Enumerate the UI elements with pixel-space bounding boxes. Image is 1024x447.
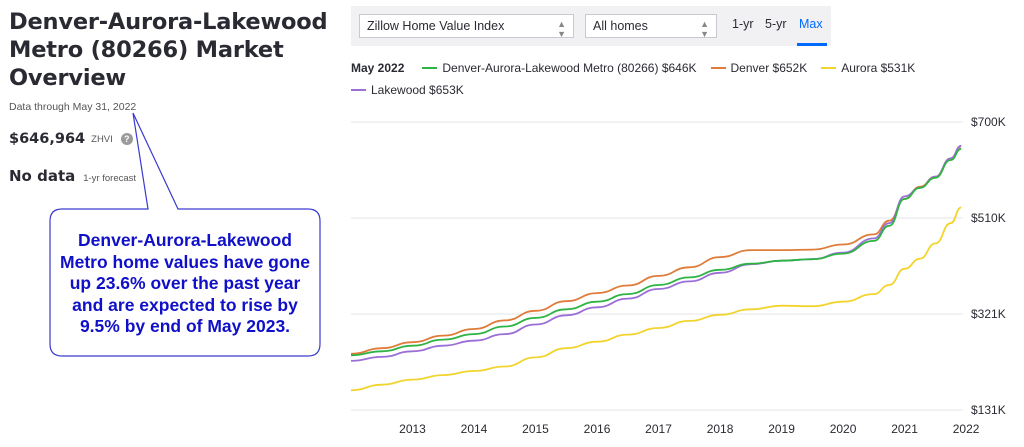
zhvi-label: ZHVI bbox=[91, 133, 113, 145]
forecast-label: 1-yr forecast bbox=[83, 173, 137, 184]
chevron-down-icon: ▲ ▼ bbox=[700, 19, 709, 39]
y-tick-label: $510K bbox=[971, 211, 1006, 225]
y-tick-label: $321K bbox=[971, 307, 1006, 321]
zhvi-value-row: $646,964 ZHVI ? bbox=[9, 131, 133, 147]
legend-date: May 2022 bbox=[351, 61, 405, 75]
forecast-row: No data 1-yr forecast bbox=[9, 167, 136, 185]
x-tick-label: 2014 bbox=[461, 422, 488, 436]
legend-item-aurora[interactable]: Aurora $531K bbox=[821, 61, 915, 75]
chart-grid bbox=[351, 121, 963, 411]
legend-row: May 2022 Denver-Aurora-Lakewood Metro (8… bbox=[351, 61, 929, 75]
legend-label: Denver $652K bbox=[730, 61, 808, 75]
legend-item-denver[interactable]: Denver $652K bbox=[710, 61, 808, 75]
legend-swatch bbox=[821, 67, 837, 69]
market-overview-panel: Denver-Aurora-Lakewood Metro (80266) Mar… bbox=[0, 0, 340, 447]
series-line-3[interactable] bbox=[351, 144, 962, 362]
home-type-select-value: All homes bbox=[593, 19, 648, 33]
active-range-indicator bbox=[797, 43, 827, 46]
legend-row: Lakewood $653K bbox=[351, 83, 478, 97]
x-tick-label: 2020 bbox=[830, 422, 857, 436]
question-icon[interactable]: ? bbox=[120, 133, 133, 145]
series-line-2[interactable] bbox=[351, 206, 962, 392]
legend-item-lakewood[interactable]: Lakewood $653K bbox=[351, 83, 464, 97]
page-title: Denver-Aurora-Lakewood Metro (80266) Mar… bbox=[9, 9, 328, 91]
callout-text: Denver-Aurora-Lakewood Metro home values… bbox=[60, 230, 310, 336]
home-type-select[interactable]: All homes ▲ ▼ bbox=[585, 14, 717, 39]
legend-swatch bbox=[710, 67, 726, 69]
range-1yr-button[interactable]: 1-yr bbox=[732, 17, 754, 31]
x-tick-label: 2022 bbox=[953, 422, 980, 436]
legend-swatch bbox=[351, 89, 366, 91]
x-tick-label: 2018 bbox=[707, 422, 734, 436]
x-axis-ticks: 2013 2014 2015 2016 2017 2018 2019 2020 2021 2022 bbox=[399, 422, 980, 436]
legend-label: Aurora $531K bbox=[841, 61, 916, 75]
y-tick-label: $700K bbox=[971, 115, 1006, 129]
index-select[interactable]: Zillow Home Value Index ▲ ▼ bbox=[359, 14, 574, 39]
forecast-value: No data bbox=[9, 167, 76, 185]
x-tick-label: 2016 bbox=[584, 422, 611, 436]
x-tick-label: 2013 bbox=[399, 422, 426, 436]
y-tick-label: $131K bbox=[971, 403, 1006, 417]
legend-label: Denver-Aurora-Lakewood Metro (80266) $64… bbox=[442, 61, 697, 75]
x-tick-label: 2021 bbox=[891, 422, 918, 436]
range-5yr-button[interactable]: 5-yr bbox=[765, 17, 787, 31]
series-line-1[interactable] bbox=[351, 145, 962, 355]
x-tick-label: 2017 bbox=[645, 422, 672, 436]
legend-item-metro[interactable]: Denver-Aurora-Lakewood Metro (80266) $64… bbox=[422, 61, 697, 75]
legend-label: Lakewood $653K bbox=[371, 83, 464, 97]
chart-lines bbox=[351, 144, 962, 392]
x-tick-label: 2015 bbox=[522, 422, 549, 436]
x-tick-label: 2019 bbox=[768, 422, 795, 436]
legend-swatch bbox=[422, 67, 438, 69]
chart-controls: Zillow Home Value Index ▲ ▼ All homes ▲ ▼ … bbox=[351, 6, 831, 46]
series-line-0[interactable] bbox=[351, 147, 962, 357]
index-select-value: Zillow Home Value Index bbox=[367, 19, 505, 33]
data-through-date: Data through May 31, 2022 bbox=[9, 101, 137, 113]
y-axis-ticks: $131K $321K $510K $700K bbox=[971, 115, 1006, 417]
home-value-chart: $131K$321K$510K$700K 2013 2014 2015 2016 201… bbox=[351, 115, 1006, 436]
zhvi-price: $646,964 bbox=[9, 131, 86, 147]
range-max-button[interactable]: Max bbox=[799, 17, 823, 31]
chevron-down-icon: ▲ ▼ bbox=[557, 19, 566, 39]
